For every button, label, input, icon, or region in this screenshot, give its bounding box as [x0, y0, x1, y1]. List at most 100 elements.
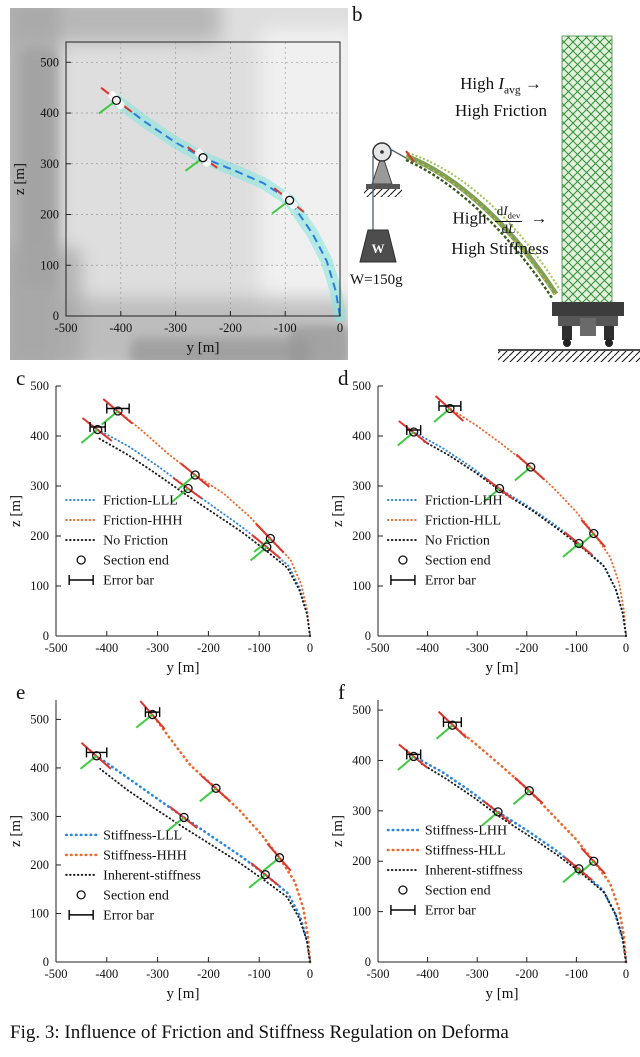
section-end-marker — [198, 153, 208, 163]
panel-label-d: d — [338, 366, 349, 390]
legend: Friction-LHH Friction-HLL No Friction Secti… — [386, 494, 503, 589]
legend: Friction-LLL Friction-HHH No Friction Secti… — [65, 494, 182, 589]
x-tick-label: 0 — [307, 641, 313, 655]
section-end-marker — [574, 864, 584, 874]
photo-structure — [130, 338, 310, 360]
y-axis-label: z [m] — [330, 815, 346, 847]
section-end-marker — [262, 542, 272, 552]
x-tick-label: -100 — [565, 641, 588, 655]
x-axis-label: y [m] — [167, 986, 200, 1002]
panel-label-b: b — [352, 2, 363, 26]
rotor-arm-green — [433, 407, 451, 423]
section-end-marker — [524, 786, 534, 796]
ground-hatch — [498, 349, 640, 362]
section-end-marker — [265, 533, 276, 544]
x-axis-label: y [m] — [486, 660, 519, 676]
series-No Friction — [98, 437, 311, 637]
section-end-marker — [190, 470, 200, 480]
x-tick-label: -500 — [55, 321, 78, 335]
legend-label: Friction-LHH — [425, 494, 503, 509]
chart-panel-d: -500 -400 -300 -200 -100 0 0 100 200 300 400 500 y [… — [328, 374, 638, 680]
y-axis-label: z [m] — [12, 163, 28, 195]
y-tick-label: 300 — [40, 157, 59, 171]
rotor-arm-green — [167, 816, 185, 832]
section-end-marker — [493, 807, 503, 817]
chart-panel-f: -500 -400 -300 -200 -100 0 0 100 200 300 400 500 y [… — [328, 688, 638, 1006]
x-tick-label: -500 — [45, 967, 68, 981]
series-Stiffness-LHH — [412, 755, 628, 964]
y-tick-label: 100 — [40, 258, 59, 272]
y-tick-label: 100 — [352, 905, 371, 919]
rotor-arm-green — [262, 856, 281, 872]
panel-b-illustration: W High Iavg → Hig — [348, 6, 640, 362]
legend-label: Stiffness-HHH — [103, 848, 187, 863]
x-tick-label: -300 — [466, 641, 489, 655]
series-Friction-HHH — [117, 410, 311, 637]
series-Friction-LHH — [412, 431, 627, 637]
vehicle-glyph — [194, 148, 212, 167]
x-tick-label: -200 — [197, 967, 220, 981]
backbone-band — [110, 94, 346, 322]
section-end-marker — [526, 462, 536, 472]
series-Stiffness-HLL — [451, 723, 628, 964]
x-tick-label: -400 — [416, 967, 439, 981]
illustration-canvas: W — [359, 35, 640, 362]
x-tick-label: -100 — [248, 967, 271, 981]
y-tick-label: 300 — [30, 809, 49, 823]
section-end-marker — [274, 853, 285, 863]
legend-label: Error bar — [103, 574, 154, 589]
legend-label: Error bar — [103, 908, 154, 923]
rotor-arm-green — [397, 431, 415, 447]
weight-letter: W — [372, 241, 385, 256]
section-end-marker — [445, 403, 455, 414]
section-end-marker — [284, 195, 295, 205]
y-axis-label: z [m] — [8, 495, 24, 527]
x-tick-label: -200 — [197, 641, 220, 655]
rotor-arm-green — [248, 873, 266, 889]
legend-label: Section end — [425, 554, 491, 569]
series-Inherent-stiffness — [99, 767, 311, 963]
section-end-marker — [574, 538, 584, 549]
legend-label: Friction-LLL — [103, 494, 178, 509]
section-end-marker — [409, 751, 419, 762]
x-axis-label: y [m] — [486, 986, 519, 1002]
chart-e-canvas: -500 -400 -300 -200 -100 0 0 100 200 300 400 500 y [… — [8, 700, 313, 1002]
rotor-arm-green — [101, 410, 119, 426]
section-end-marker — [494, 483, 505, 494]
section-end-marker — [589, 528, 599, 539]
section-end-marker — [179, 812, 189, 823]
legend-label: Inherent-stiffness — [425, 863, 523, 878]
legend: Stiffness-LHH Stiffness-HLL Inherent-stiff… — [386, 823, 523, 918]
series-Friction-HLL — [448, 407, 627, 637]
section-end-marker — [113, 406, 123, 416]
y-tick-label: 500 — [30, 379, 49, 393]
y-tick-label: 200 — [40, 208, 59, 222]
chart-panel-c: -500 -400 -300 -200 -100 0 0 100 200 300 400 500 y [… — [6, 374, 322, 680]
rotor-arm-green — [481, 811, 499, 827]
y-tick-label: 0 — [53, 309, 59, 323]
section-end-marker — [111, 95, 122, 106]
friction-note: High Iavg → High Friction — [408, 72, 594, 122]
legend-label: Inherent-stiffness — [103, 868, 201, 883]
y-tick-label: 0 — [365, 955, 371, 969]
chart-panel-e: -500 -400 -300 -200 -100 0 0 100 200 300 400 500 y [… — [6, 688, 322, 1006]
y-tick-label: 200 — [30, 858, 49, 872]
rotor-arm-green — [178, 474, 196, 490]
legend-label: Error bar — [425, 903, 476, 918]
x-tick-label: -500 — [367, 641, 390, 655]
y-tick-label: 200 — [30, 529, 49, 543]
weight-value-label: W=150g — [350, 272, 403, 288]
panel-label-e: e — [16, 680, 26, 704]
pulley-icon — [364, 142, 402, 197]
y-tick-label: 400 — [30, 761, 49, 775]
legend-label: No Friction — [103, 534, 168, 549]
rotor-arm-green — [79, 755, 98, 770]
vehicle-glyph — [108, 91, 125, 110]
chart-a-canvas: -500 -400 -300 -200 -100 0 0 100 200 300 400 500 y [… — [12, 41, 346, 356]
section-end-marker — [93, 424, 103, 435]
panel-a-photo-plot: -500 -400 -300 -200 -100 0 0 100 200 300 400 500 y [… — [10, 8, 348, 360]
legend-label: Stiffness-LHH — [425, 823, 507, 838]
section-end-marker — [589, 856, 599, 866]
y-tick-label: 0 — [365, 629, 371, 643]
y-axis-label: z [m] — [8, 815, 24, 847]
